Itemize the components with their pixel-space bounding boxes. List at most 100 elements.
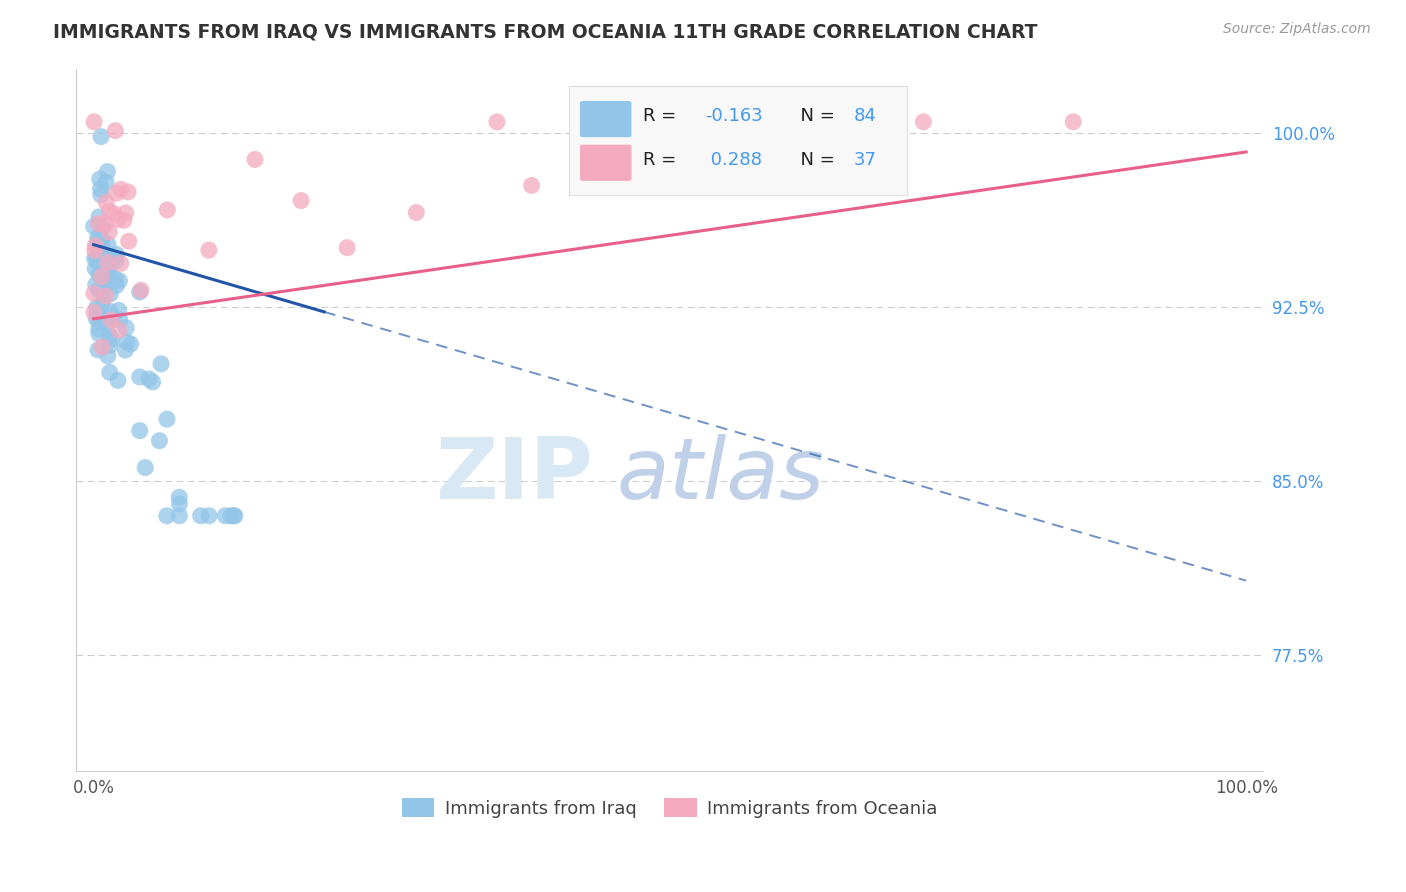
Point — [87, 314, 110, 328]
Point — [96, 249, 118, 263]
Point — [87, 268, 110, 282]
Point — [214, 508, 236, 523]
Point — [86, 238, 108, 252]
Point — [222, 508, 245, 523]
Point — [103, 312, 125, 326]
Point — [156, 508, 179, 523]
Point — [91, 255, 114, 269]
Point — [90, 285, 112, 299]
Point — [336, 241, 359, 255]
Point — [912, 115, 935, 129]
Point — [156, 202, 179, 217]
Point — [156, 412, 179, 426]
Point — [98, 225, 121, 239]
Point — [87, 343, 110, 357]
Point — [86, 251, 108, 265]
Point — [100, 313, 122, 327]
Point — [93, 314, 115, 328]
Point — [94, 289, 117, 303]
Point — [90, 187, 112, 202]
Point — [94, 269, 117, 284]
Point — [87, 283, 110, 297]
Point — [91, 287, 114, 301]
Text: N =: N = — [789, 107, 839, 125]
Point — [97, 255, 120, 269]
Point — [97, 264, 120, 278]
Point — [405, 205, 427, 219]
Point — [98, 366, 121, 380]
Point — [1062, 115, 1084, 129]
Point — [118, 234, 141, 248]
Point — [87, 326, 110, 341]
Point — [98, 304, 121, 318]
Point — [91, 340, 114, 354]
Point — [103, 251, 125, 265]
Point — [98, 338, 121, 352]
Text: ZIP: ZIP — [434, 434, 593, 517]
Point — [103, 207, 125, 221]
Point — [128, 424, 150, 438]
Point — [90, 232, 112, 246]
Point — [89, 172, 111, 186]
FancyBboxPatch shape — [569, 86, 907, 195]
Point — [190, 508, 212, 523]
Point — [83, 115, 105, 129]
Text: -0.163: -0.163 — [706, 107, 763, 125]
Point — [91, 220, 114, 235]
Text: N =: N = — [789, 151, 839, 169]
Point — [94, 270, 117, 285]
Text: IMMIGRANTS FROM IRAQ VS IMMIGRANTS FROM OCEANIA 11TH GRADE CORRELATION CHART: IMMIGRANTS FROM IRAQ VS IMMIGRANTS FROM … — [53, 22, 1038, 41]
Point — [101, 332, 124, 346]
Point — [108, 323, 131, 337]
Text: 37: 37 — [853, 151, 877, 169]
Text: 84: 84 — [853, 107, 877, 125]
Point — [198, 508, 221, 523]
Point — [128, 285, 150, 299]
Point — [83, 219, 105, 234]
Point — [90, 298, 112, 312]
Point — [110, 182, 132, 196]
Point — [105, 278, 128, 293]
Point — [87, 217, 110, 231]
Point — [96, 164, 118, 178]
Point — [114, 343, 136, 358]
Text: 0.288: 0.288 — [706, 151, 762, 169]
Point — [115, 320, 138, 334]
Point — [83, 244, 105, 258]
Point — [98, 328, 121, 343]
Point — [117, 185, 139, 199]
Point — [219, 508, 242, 523]
Point — [90, 269, 112, 284]
Point — [167, 490, 190, 504]
Point — [84, 277, 107, 292]
Point — [150, 357, 173, 371]
Point — [142, 375, 165, 389]
Point — [86, 306, 108, 320]
Point — [128, 370, 150, 384]
Legend: Immigrants from Iraq, Immigrants from Oceania: Immigrants from Iraq, Immigrants from Oc… — [395, 791, 945, 825]
Point — [243, 153, 266, 167]
Point — [108, 313, 131, 327]
Point — [98, 204, 121, 219]
Point — [105, 247, 128, 261]
Point — [91, 237, 114, 252]
Point — [120, 337, 142, 351]
Point — [138, 372, 160, 386]
Point — [114, 206, 136, 220]
Point — [110, 256, 132, 270]
Text: atlas: atlas — [616, 434, 824, 517]
Point — [87, 322, 110, 336]
Point — [107, 373, 129, 387]
Point — [112, 213, 135, 227]
Point — [86, 255, 108, 269]
Point — [101, 310, 124, 324]
Point — [148, 434, 170, 448]
Point — [83, 286, 105, 301]
Point — [83, 252, 105, 266]
Point — [90, 249, 112, 263]
Point — [104, 123, 127, 137]
Point — [104, 272, 127, 286]
Point — [107, 303, 129, 318]
Point — [83, 305, 105, 319]
FancyBboxPatch shape — [579, 145, 631, 181]
